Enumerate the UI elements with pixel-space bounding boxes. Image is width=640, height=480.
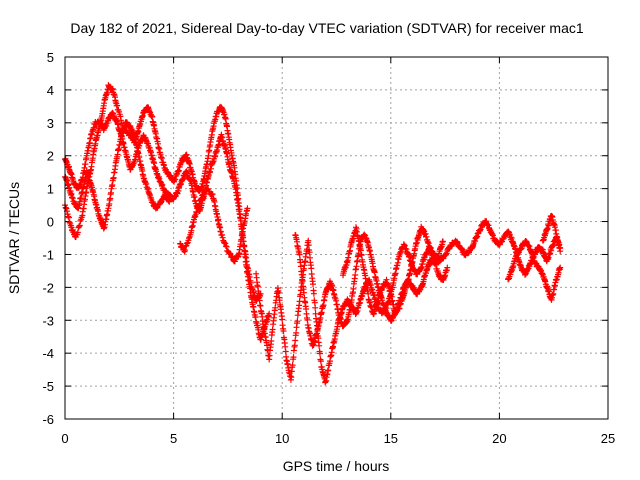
x-tick-label: 25 <box>601 431 615 446</box>
y-tick-label: -3 <box>42 313 54 328</box>
y-tick-label: -2 <box>42 280 54 295</box>
x-tick-label: 0 <box>61 431 68 446</box>
series-1 <box>62 82 273 343</box>
y-tick-label: -5 <box>42 379 54 394</box>
series-markers <box>177 185 251 265</box>
y-tick-labels: -6 -5 -4 -3 -2 -1 0 1 2 3 4 5 <box>42 50 54 427</box>
series-7 <box>340 223 446 318</box>
x-tick-label: 5 <box>170 431 177 446</box>
y-axis-label: SDTVAR / TECUs <box>6 182 22 294</box>
y-tick-label: 1 <box>47 182 54 197</box>
series-markers <box>253 218 564 386</box>
y-tick-label: -4 <box>42 346 54 361</box>
data-series <box>62 82 564 386</box>
x-tick-label: 10 <box>275 431 289 446</box>
y-tick-label: 2 <box>47 149 54 164</box>
series-markers <box>62 109 264 304</box>
chart-title: Day 182 of 2021, Sidereal Day-to-day VTE… <box>70 20 583 36</box>
y-tick-label: -1 <box>42 247 54 262</box>
x-tick-labels: 0 5 10 15 20 25 <box>61 431 615 446</box>
series-9 <box>539 212 564 255</box>
y-tick-label: 3 <box>47 116 54 131</box>
y-tick-label: -6 <box>42 412 54 427</box>
series-4 <box>177 185 251 265</box>
series-2 <box>62 109 264 304</box>
series-8 <box>505 238 564 303</box>
series-5 <box>253 218 564 386</box>
y-tick-label: 0 <box>47 215 54 230</box>
series-markers <box>505 238 564 303</box>
y-tick-label: 4 <box>47 83 54 98</box>
y-tick-label: 5 <box>47 50 54 65</box>
series-markers <box>62 82 273 343</box>
x-tick-label: 15 <box>384 431 398 446</box>
plot-frame <box>64 56 609 420</box>
grid <box>65 57 608 419</box>
series-markers <box>539 212 564 255</box>
x-tick-label: 20 <box>492 431 506 446</box>
series-markers <box>340 223 446 318</box>
x-axis-label: GPS time / hours <box>283 458 390 474</box>
